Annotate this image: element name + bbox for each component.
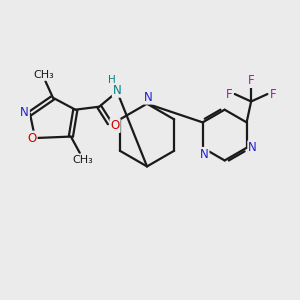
Text: F: F bbox=[248, 74, 254, 87]
Text: N: N bbox=[144, 91, 153, 103]
Text: O: O bbox=[110, 119, 120, 132]
Text: H: H bbox=[108, 75, 116, 85]
Text: N: N bbox=[200, 148, 208, 161]
Text: N: N bbox=[113, 84, 122, 97]
Text: CH₃: CH₃ bbox=[72, 154, 93, 165]
Text: O: O bbox=[27, 132, 37, 145]
Text: F: F bbox=[270, 88, 276, 100]
Text: CH₃: CH₃ bbox=[34, 70, 54, 80]
Text: N: N bbox=[248, 141, 257, 154]
Text: F: F bbox=[226, 88, 232, 100]
Text: N: N bbox=[20, 106, 29, 119]
